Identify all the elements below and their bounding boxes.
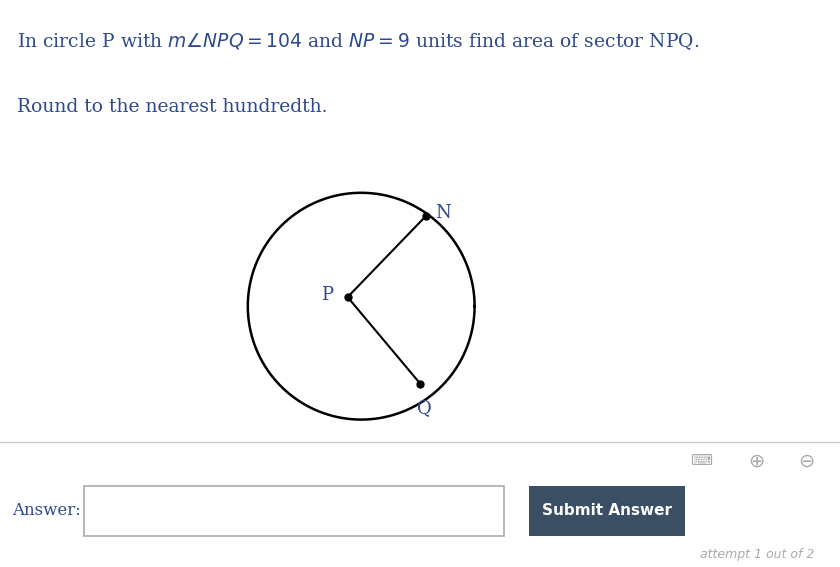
Text: Submit Answer: Submit Answer: [542, 503, 672, 518]
Text: attempt 1 out of 2: attempt 1 out of 2: [701, 548, 815, 561]
FancyBboxPatch shape: [529, 486, 685, 536]
FancyBboxPatch shape: [84, 486, 504, 536]
Text: Answer:: Answer:: [12, 502, 81, 519]
Text: Q: Q: [417, 399, 431, 417]
Text: In circle P with $m\angle NPQ = 104$ and $NP = 9$ units find area of sector NPQ.: In circle P with $m\angle NPQ = 104$ and…: [17, 32, 699, 52]
Text: ⌨: ⌨: [690, 454, 712, 468]
Text: Round to the nearest hundredth.: Round to the nearest hundredth.: [17, 99, 328, 116]
Text: ⊖: ⊖: [798, 451, 815, 471]
Text: ⊕: ⊕: [748, 451, 764, 471]
Text: P: P: [321, 286, 333, 304]
Text: N: N: [435, 204, 451, 222]
